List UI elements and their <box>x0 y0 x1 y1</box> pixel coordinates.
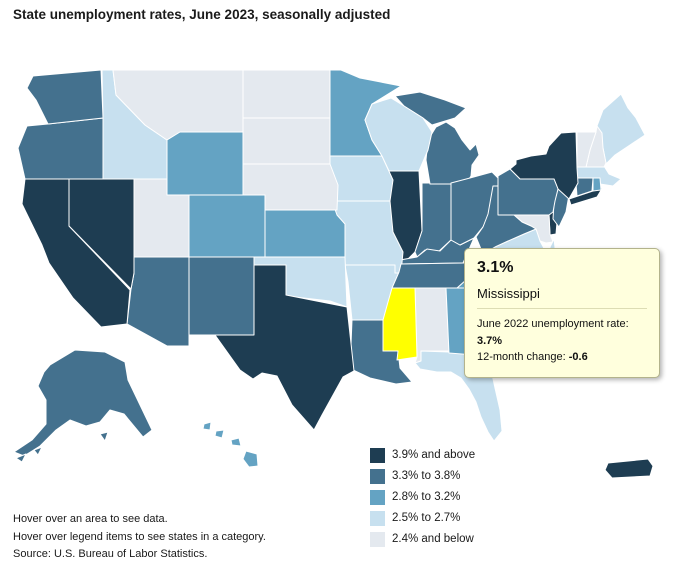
tooltip: 3.1% Mississippi June 2022 unemployment … <box>464 248 660 378</box>
state-wa[interactable] <box>26 69 104 125</box>
state-ms[interactable] <box>382 287 418 361</box>
footer-hover-hint: Hover over an area to see data. <box>13 513 168 525</box>
tooltip-value: 3.1% <box>477 259 514 276</box>
state-nv[interactable] <box>68 178 135 290</box>
tooltip-state-name: Mississippi <box>477 286 647 309</box>
legend-item-cat2[interactable]: 3.3% to 3.8% <box>370 466 475 486</box>
footer: Hover over an area to see data. Hover ov… <box>13 511 266 564</box>
state-mi[interactable] <box>425 121 480 185</box>
state-wy[interactable] <box>166 131 244 196</box>
state-vt[interactable] <box>576 131 597 168</box>
state-co[interactable] <box>188 194 266 258</box>
state-wi[interactable] <box>364 97 433 172</box>
legend-swatch <box>370 489 385 505</box>
footer-legend-hint: Hover over legend items to see states in… <box>13 530 266 543</box>
state-pr[interactable] <box>604 458 654 479</box>
state-mo[interactable] <box>331 200 404 274</box>
state-nd[interactable] <box>242 69 331 119</box>
page-title: State unemployment rates, June 2023, sea… <box>13 7 391 22</box>
state-ak[interactable] <box>13 349 153 457</box>
state-ks[interactable] <box>264 209 346 258</box>
state-hi[interactable] <box>214 429 225 439</box>
footer-source: Source: U.S. Bureau of Labor Statistics. <box>13 548 208 561</box>
state-az[interactable] <box>126 256 190 347</box>
state-sd[interactable] <box>242 117 331 165</box>
state-tx[interactable] <box>214 264 355 431</box>
legend-label: 2.8% to 3.2% <box>392 491 461 503</box>
state-or[interactable] <box>17 117 104 180</box>
state-hi[interactable] <box>242 450 259 468</box>
state-wv[interactable] <box>475 185 537 255</box>
state-ak[interactable] <box>15 453 27 463</box>
state-hi[interactable] <box>230 437 242 447</box>
legend: 3.9% and above 3.3% to 3.8% 2.8% to 3.2% 2.… <box>370 445 475 550</box>
state-ma[interactable] <box>573 165 622 187</box>
legend-item-cat5[interactable]: 2.4% and below <box>370 529 475 549</box>
state-pa[interactable] <box>497 168 559 216</box>
legend-swatch <box>370 468 385 484</box>
legend-label: 3.9% and above <box>392 449 476 461</box>
state-ri[interactable] <box>592 177 602 192</box>
legend-swatch <box>370 447 385 463</box>
legend-label: 2.5% to 2.7% <box>392 512 461 524</box>
tooltip-prev-rate: June 2022 unemployment rate: 3.7% <box>477 318 629 347</box>
state-ne[interactable] <box>242 163 339 211</box>
tooltip-change: 12-month change: -0.6 <box>477 351 588 363</box>
legend-item-cat3[interactable]: 2.8% to 3.2% <box>370 487 475 507</box>
legend-label: 2.4% and below <box>392 533 474 545</box>
state-ak[interactable] <box>99 431 109 442</box>
state-nm[interactable] <box>188 256 255 336</box>
legend-label: 3.3% to 3.8% <box>392 470 461 482</box>
legend-item-cat1[interactable]: 3.9% and above <box>370 445 475 465</box>
legend-item-cat4[interactable]: 2.5% to 2.7% <box>370 508 475 528</box>
legend-swatch <box>370 510 385 526</box>
state-hi[interactable] <box>202 421 212 431</box>
legend-swatch <box>370 531 385 547</box>
state-ak[interactable] <box>33 446 43 456</box>
